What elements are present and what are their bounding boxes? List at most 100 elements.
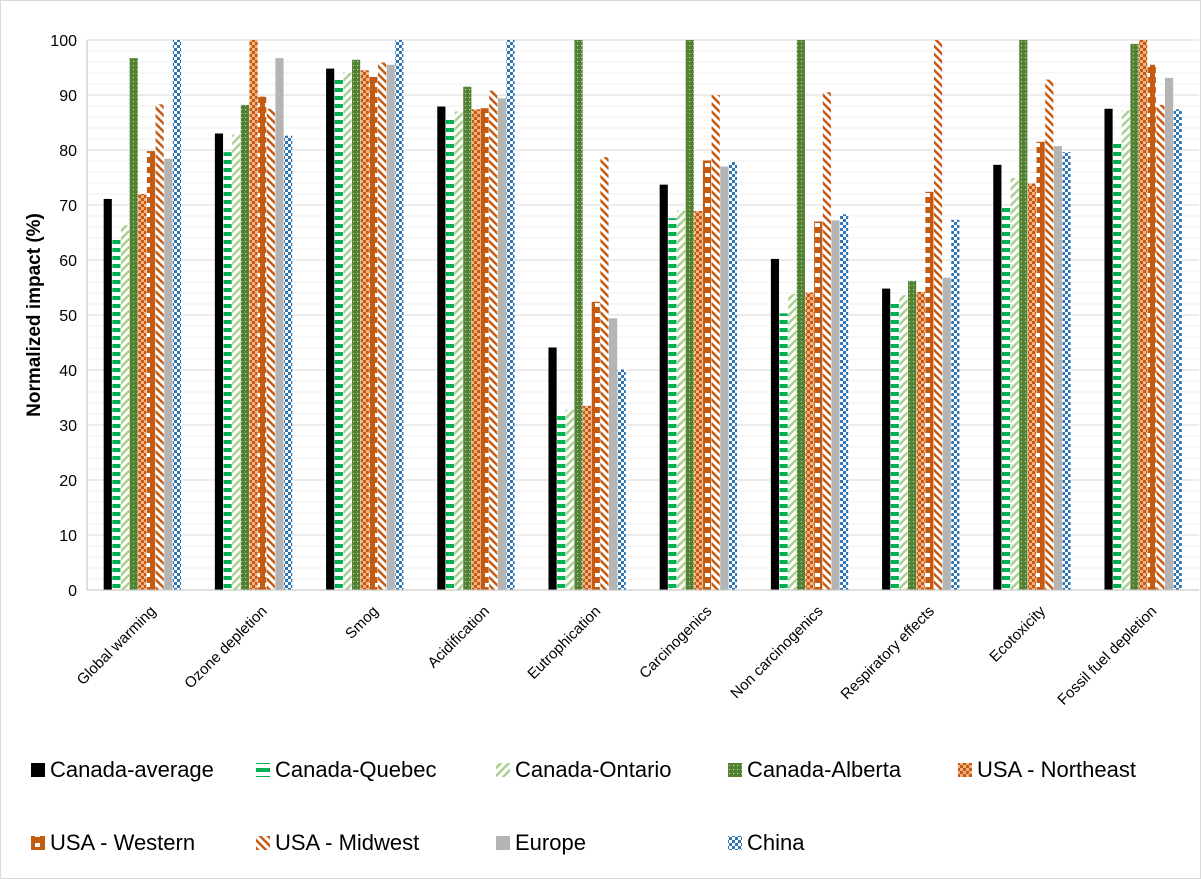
bar <box>258 96 267 591</box>
bar <box>369 76 378 591</box>
bar <box>1147 64 1156 590</box>
bar <box>668 218 677 590</box>
legend-swatch <box>256 763 270 777</box>
bars <box>103 40 1182 591</box>
legend-swatch <box>496 763 510 777</box>
legend-swatch <box>31 763 45 777</box>
bar <box>275 58 284 590</box>
bar <box>120 225 130 590</box>
bar <box>360 70 369 590</box>
bar <box>172 40 182 590</box>
bar <box>343 72 352 590</box>
legend-swatch <box>496 836 510 850</box>
bar <box>1053 146 1062 590</box>
bar <box>112 238 121 591</box>
bar <box>702 160 712 590</box>
bar <box>600 157 609 590</box>
bar <box>214 133 224 590</box>
bar <box>1139 40 1148 590</box>
bar <box>463 86 472 590</box>
bar <box>796 40 805 590</box>
y-axis-title: Normalized impact (%) <box>24 213 45 417</box>
bar <box>899 295 908 590</box>
bar <box>1121 110 1130 591</box>
bar <box>103 198 112 590</box>
bar <box>779 313 788 590</box>
bar <box>284 135 293 590</box>
bar <box>1165 77 1174 590</box>
y-tick-label: 30 <box>59 418 77 435</box>
bar <box>1130 43 1139 591</box>
bar <box>1173 109 1182 591</box>
legend-label: Canada-Ontario <box>515 757 672 782</box>
bar <box>770 258 780 590</box>
legend-label: Canada-Quebec <box>275 757 436 782</box>
y-tick-label: 80 <box>59 143 77 160</box>
bar <box>728 162 738 590</box>
bar <box>694 211 703 591</box>
bar <box>659 184 668 590</box>
bar <box>146 151 156 590</box>
bar <box>685 40 694 590</box>
bar <box>591 301 600 590</box>
bar <box>908 280 917 590</box>
legend-label: USA - Western <box>50 830 195 855</box>
bar <box>506 40 515 590</box>
bar <box>1019 40 1028 590</box>
bar <box>565 409 574 590</box>
bar <box>266 108 275 590</box>
legend-label: Canada-average <box>50 757 214 782</box>
bar <box>711 95 720 590</box>
y-tick-label: 0 <box>68 583 77 600</box>
bar <box>497 98 506 591</box>
bar <box>1036 141 1045 590</box>
bar <box>1062 152 1071 590</box>
bar <box>1156 104 1165 591</box>
bar <box>471 109 481 591</box>
bar <box>822 92 831 590</box>
bar <box>609 318 618 590</box>
bar <box>240 104 249 591</box>
bar <box>951 219 960 590</box>
bar <box>583 405 592 590</box>
legend-label: Europe <box>515 830 586 855</box>
bar <box>129 58 138 590</box>
bar <box>814 221 823 590</box>
bar <box>334 77 343 590</box>
bar <box>1104 108 1113 590</box>
bar <box>916 291 925 590</box>
bar <box>925 191 934 591</box>
bar <box>489 90 498 590</box>
bar <box>1045 79 1054 590</box>
bar <box>831 220 840 590</box>
bar <box>155 104 164 590</box>
bar <box>1027 183 1037 591</box>
legend-label: China <box>747 830 805 855</box>
bar <box>326 68 335 591</box>
bar <box>676 210 686 590</box>
legend-swatch <box>958 763 972 777</box>
bar <box>993 164 1002 590</box>
bar <box>437 106 446 591</box>
legend: Canada-average Canada-Quebec Canada-Ontari… <box>31 757 1136 855</box>
bar <box>720 166 729 590</box>
bar <box>805 292 814 590</box>
legend-label: USA - Northeast <box>977 757 1136 782</box>
bar <box>890 301 899 590</box>
bar <box>840 214 849 590</box>
bar <box>445 115 455 591</box>
bar <box>557 413 566 590</box>
bar <box>223 152 232 590</box>
bar <box>1010 178 1019 591</box>
bar <box>138 194 147 590</box>
bar <box>942 277 951 590</box>
legend-swatch <box>256 836 270 850</box>
bar <box>574 40 583 590</box>
bar <box>454 111 463 590</box>
y-tick-label: 100 <box>50 33 77 50</box>
bar <box>232 134 241 590</box>
bar <box>377 62 387 591</box>
legend-label: Canada-Alberta <box>747 757 902 782</box>
y-tick-label: 20 <box>59 473 77 490</box>
